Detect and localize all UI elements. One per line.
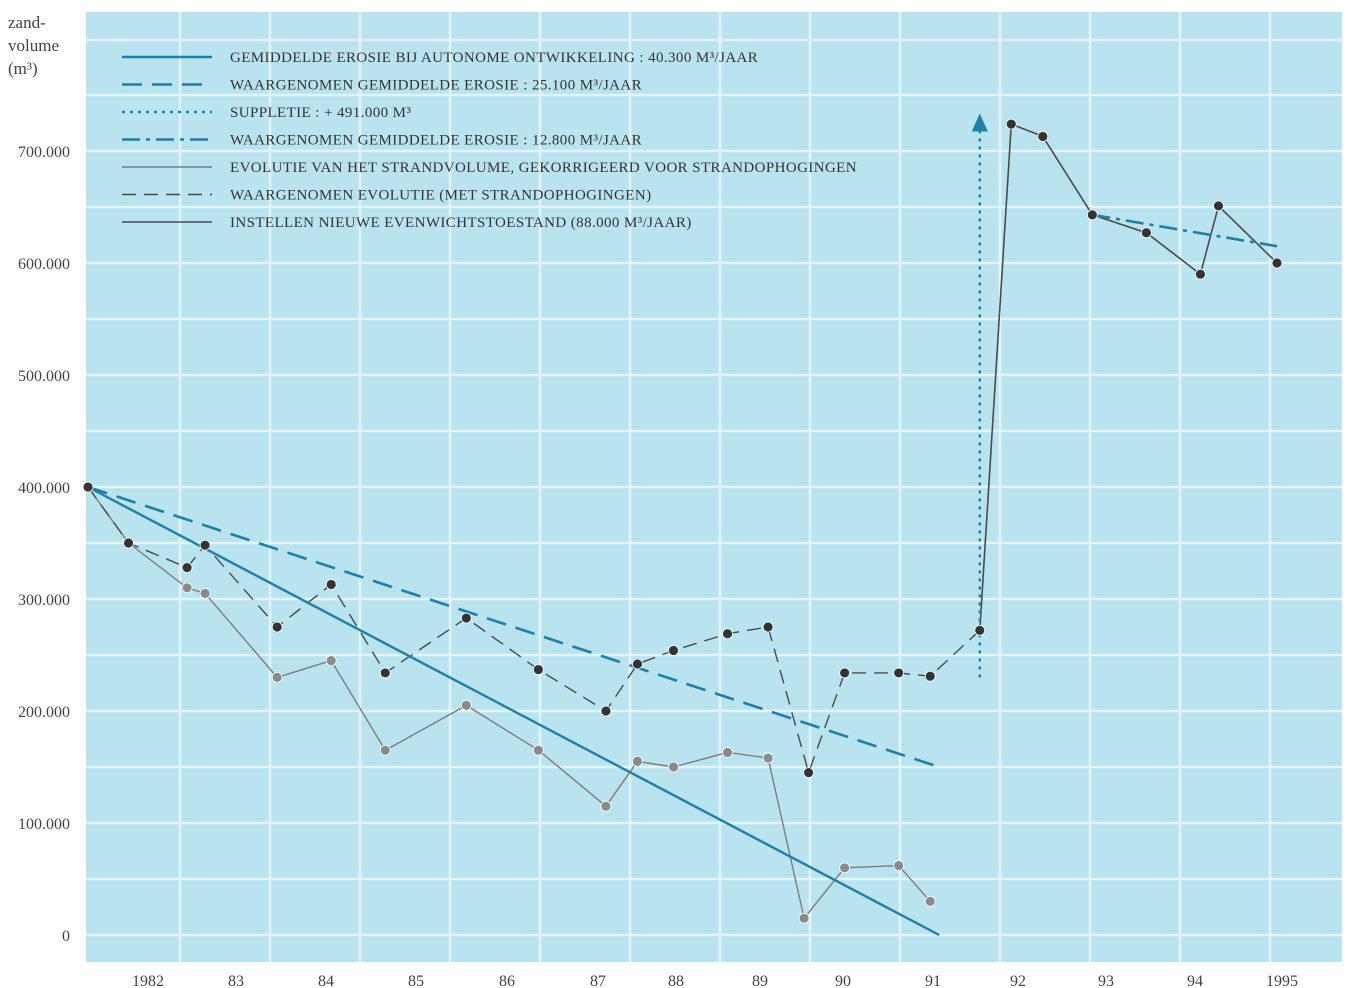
data-point — [271, 621, 283, 633]
data-point — [325, 579, 337, 590]
x-tick-label: 85 — [408, 973, 424, 988]
data-point — [82, 481, 94, 493]
data-point — [762, 621, 774, 633]
y-tick-label: 500.000 — [18, 368, 70, 385]
x-tick-label: 94 — [1187, 973, 1203, 988]
data-point — [460, 700, 472, 711]
y-axis-label-line-2: volume — [8, 36, 59, 55]
series-line-solid-dark — [979, 123, 1278, 631]
legend-label: GEMIDDELDE EROSIE BIJ AUTONOME ONTWIKKEL… — [230, 50, 758, 66]
data-point — [839, 667, 851, 679]
markers-layer — [82, 118, 1283, 924]
data-point — [893, 860, 905, 871]
legend-label: WAARGENOMEN EVOLUTIE (MET STRANDOPHOGING… — [230, 188, 651, 204]
data-point — [199, 588, 211, 599]
y-axis-label-line-1: zand- — [8, 13, 46, 32]
x-tick-label: 89 — [752, 973, 768, 988]
y-tick-label: 0 — [62, 928, 70, 945]
data-point — [532, 664, 544, 675]
x-tick-label: 1982 — [132, 973, 164, 988]
y-axis-ticks: 0 100.000 200.000 300.000 400.000 500.000 600.… — [18, 144, 70, 945]
data-point — [600, 705, 612, 717]
y-tick-label: 600.000 — [18, 256, 70, 273]
data-point — [668, 645, 679, 656]
suppletie-arrowhead — [971, 113, 988, 132]
data-point — [1271, 257, 1283, 269]
y-tick-label: 100.000 — [18, 816, 70, 833]
data-point — [1005, 118, 1017, 130]
data-point — [974, 624, 986, 636]
x-tick-label: 84 — [318, 973, 334, 988]
data-point — [893, 667, 905, 679]
legend: GEMIDDELDE EROSIE BIJ AUTONOME ONTWIKKEL… — [122, 50, 857, 231]
data-point — [1140, 227, 1152, 239]
data-point — [798, 912, 810, 924]
data-point — [181, 562, 193, 574]
legend-label: EVOLUTIE VAN HET STRANDVOLUME, GEKORRIGE… — [230, 160, 857, 176]
data-point — [924, 670, 936, 682]
data-point — [839, 862, 851, 874]
data-point — [379, 744, 391, 756]
data-point — [379, 667, 391, 679]
data-point — [199, 539, 211, 551]
x-tick-label: 90 — [835, 973, 851, 988]
data-point — [460, 612, 472, 624]
y-tick-label: 700.000 — [18, 144, 70, 161]
y-tick-label: 200.000 — [18, 704, 70, 721]
data-point — [600, 800, 612, 812]
data-point — [181, 582, 193, 594]
y-axis-label-line-3: (m³) — [8, 59, 38, 78]
y-axis-label: zand- volume (m³) — [8, 13, 59, 78]
x-tick-label: 83 — [228, 973, 244, 988]
y-tick-label: 400.000 — [18, 480, 70, 497]
legend-label: INSTELLEN NIEUWE EVENWICHTSTOESTAND (88.… — [230, 215, 692, 231]
data-point — [123, 537, 134, 549]
x-tick-label: 87 — [590, 973, 606, 988]
data-point — [803, 767, 815, 778]
data-point — [1037, 131, 1049, 142]
data-point — [271, 672, 283, 683]
series-line-dashdot-blue — [1092, 213, 1278, 248]
legend-label: WAARGENOMEN GEMIDDELDE EROSIE : 12.800 M… — [230, 133, 642, 149]
data-point — [532, 744, 544, 756]
data-point — [668, 761, 679, 773]
data-point — [1195, 268, 1206, 280]
x-tick-label: 91 — [925, 973, 941, 988]
data-point — [632, 756, 643, 767]
x-axis-ticks: 1982 83 84 85 86 87 88 89 90 91 92 93 94 1995 — [132, 973, 1298, 988]
data-point — [722, 747, 733, 758]
legend-label: SUPPLETIE : + 491.000 M³ — [230, 105, 411, 121]
data-point — [762, 752, 774, 764]
data-point — [632, 658, 643, 670]
data-point — [1213, 200, 1224, 212]
x-tick-label: 92 — [1010, 973, 1026, 988]
x-tick-label: 88 — [668, 973, 684, 988]
data-point — [1086, 209, 1098, 221]
data-point — [722, 628, 733, 640]
x-tick-label: 93 — [1098, 973, 1114, 988]
data-point — [325, 655, 337, 666]
x-tick-label: 1995 — [1266, 973, 1298, 988]
data-point — [924, 896, 936, 907]
grid — [86, 12, 1342, 962]
x-tick-label: 86 — [499, 973, 515, 988]
y-tick-label: 300.000 — [18, 592, 70, 609]
series-line-solid-blue — [87, 485, 940, 937]
legend-label: WAARGENOMEN GEMIDDELDE EROSIE : 25.100 M… — [230, 78, 642, 94]
